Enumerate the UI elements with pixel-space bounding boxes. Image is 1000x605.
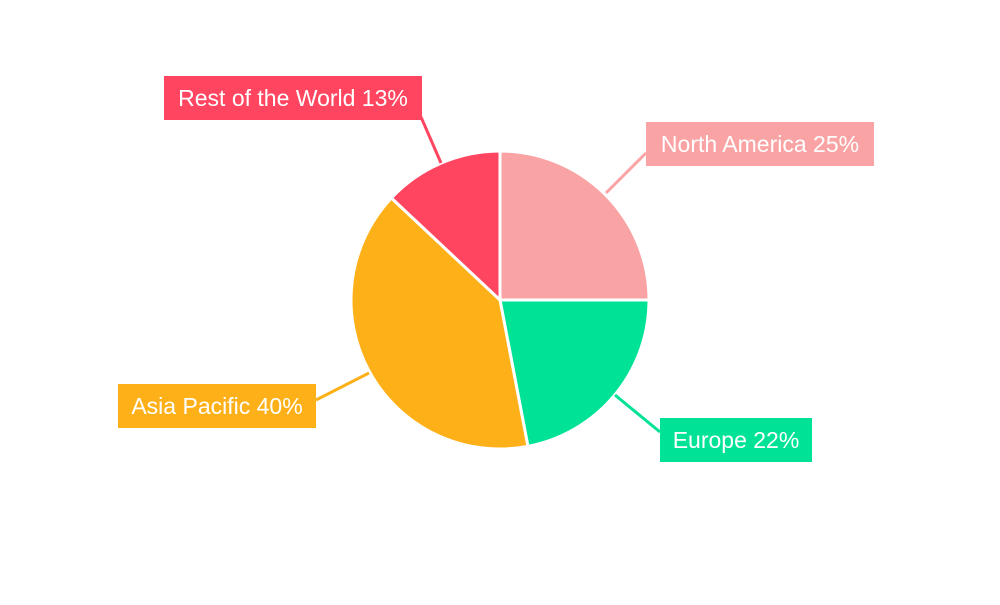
leader-line-europe bbox=[614, 393, 661, 434]
pie-slice-asia-pacific[interactable] bbox=[349, 195, 530, 451]
label-box-north-america bbox=[646, 122, 874, 166]
pie-slice-north-america[interactable] bbox=[498, 149, 651, 302]
label-box-rest-of-the-world bbox=[164, 76, 422, 120]
data-label-europe: Europe 22% bbox=[673, 427, 800, 453]
pie-slice-rest-of-the-world[interactable] bbox=[389, 149, 502, 304]
data-label-rest-of-the-world: Rest of the World 13% bbox=[178, 85, 408, 111]
label-box-europe bbox=[660, 418, 812, 462]
leader-line-rest-of-the-world bbox=[419, 116, 443, 164]
pie-slice-europe[interactable] bbox=[498, 298, 651, 449]
leader-line-north-america bbox=[604, 151, 648, 195]
label-box-asia-pacific bbox=[118, 384, 316, 428]
data-label-north-america: North America 25% bbox=[661, 131, 859, 157]
data-label-asia-pacific: Asia Pacific 40% bbox=[131, 393, 302, 419]
leader-line-asia-pacific bbox=[315, 371, 370, 402]
